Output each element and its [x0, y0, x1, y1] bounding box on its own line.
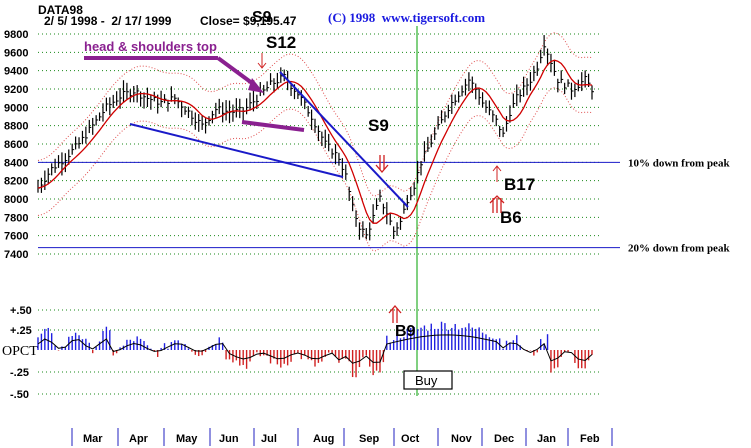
upper-band — [37, 32, 593, 197]
opct-tick-label: +.50 — [10, 305, 32, 317]
moving-average — [37, 59, 593, 224]
b9-arrow — [388, 305, 402, 323]
y-tick-label: 9200 — [4, 84, 28, 96]
month-label: May — [176, 433, 198, 445]
down-trendline — [279, 71, 409, 208]
opct-tick-label: +.25 — [10, 325, 32, 337]
month-label: Dec — [494, 433, 514, 445]
b6-arrow — [489, 195, 505, 213]
reference-line-label: 10% down from peak — [628, 157, 730, 169]
y-tick-label: 9600 — [4, 47, 28, 59]
opct-tick-label: -.50 — [10, 389, 29, 401]
b6-label: B6 — [500, 208, 522, 227]
month-label: Sep — [359, 433, 379, 445]
lower-band — [37, 87, 593, 252]
buy-label: Buy — [415, 373, 438, 388]
month-label: Feb — [580, 433, 600, 445]
y-tick-label: 7800 — [4, 212, 28, 224]
opct-moving-average — [37, 334, 593, 364]
close-label: Close= $9,195.47 — [200, 14, 297, 28]
month-label: Jul — [261, 433, 277, 445]
y-tick-label: 8400 — [4, 157, 28, 169]
month-label: Apr — [129, 433, 149, 445]
labels: head & shoulders top S9 S12 S9 B17 B6 B9 Buy — [84, 9, 535, 390]
opct-tick-label: -.25 — [10, 367, 29, 379]
y-tick-label: 9000 — [4, 102, 28, 114]
y-tick-label: 8600 — [4, 139, 28, 151]
month-label: Nov — [451, 433, 473, 445]
month-label: Mar — [83, 433, 103, 445]
s12-label: S12 — [266, 33, 296, 52]
y-tick-label: 9800 — [4, 29, 28, 41]
y-tick-label: 9400 — [4, 66, 28, 78]
moving-average-line — [37, 59, 593, 224]
month-label: Jun — [219, 433, 239, 445]
date-range: 2/ 5/ 1998 - 2/ 17/ 1999 — [44, 14, 172, 28]
month-label: Jan — [537, 433, 556, 445]
reference-lines: 10% down from peak 20% down from peak — [38, 157, 730, 255]
price-bars — [37, 35, 594, 241]
y-tick-label: 8000 — [4, 194, 28, 206]
s9-top-label: S9 — [252, 9, 272, 26]
head-shoulders-label: head & shoulders top — [84, 39, 217, 54]
hs-arrow-diag — [216, 56, 258, 88]
hs-arrow-head — [248, 78, 264, 93]
b17-arrow — [492, 165, 502, 182]
right-shoulder-bar — [241, 120, 305, 132]
month-axis: Mar Apr May Jun Jul Aug Sep Oct Nov Dec Jan Feb — [71, 428, 613, 446]
copyright: (C) 1998 www.tigersoft.com — [328, 10, 486, 25]
symbol: DATA98 — [38, 3, 83, 17]
bollinger-bands — [37, 32, 593, 252]
b17-label: B17 — [504, 175, 535, 194]
opct-axis-label: OPCT — [2, 344, 38, 359]
month-label: Oct — [401, 433, 420, 445]
month-label: Aug — [313, 433, 334, 445]
s12-arrow — [257, 53, 267, 69]
b9-label: B9 — [395, 323, 416, 340]
buy-box — [403, 370, 453, 390]
y-tick-label: 8800 — [4, 121, 28, 133]
opct-bars — [37, 321, 593, 378]
neckline — [129, 123, 344, 178]
s9-lower-label: S9 — [368, 116, 389, 135]
y-tick-label: 7400 — [4, 249, 28, 261]
grid: 9800 9600 9400 9200 9000 8800 8600 8400 8200 8000… — [2, 26, 613, 446]
s9-arrow — [375, 155, 389, 173]
trendlines — [84, 56, 409, 208]
y-tick-label: 7600 — [4, 231, 28, 243]
reference-line-label: 20% down from peak — [628, 243, 730, 255]
y-tick-label: 8200 — [4, 176, 28, 188]
